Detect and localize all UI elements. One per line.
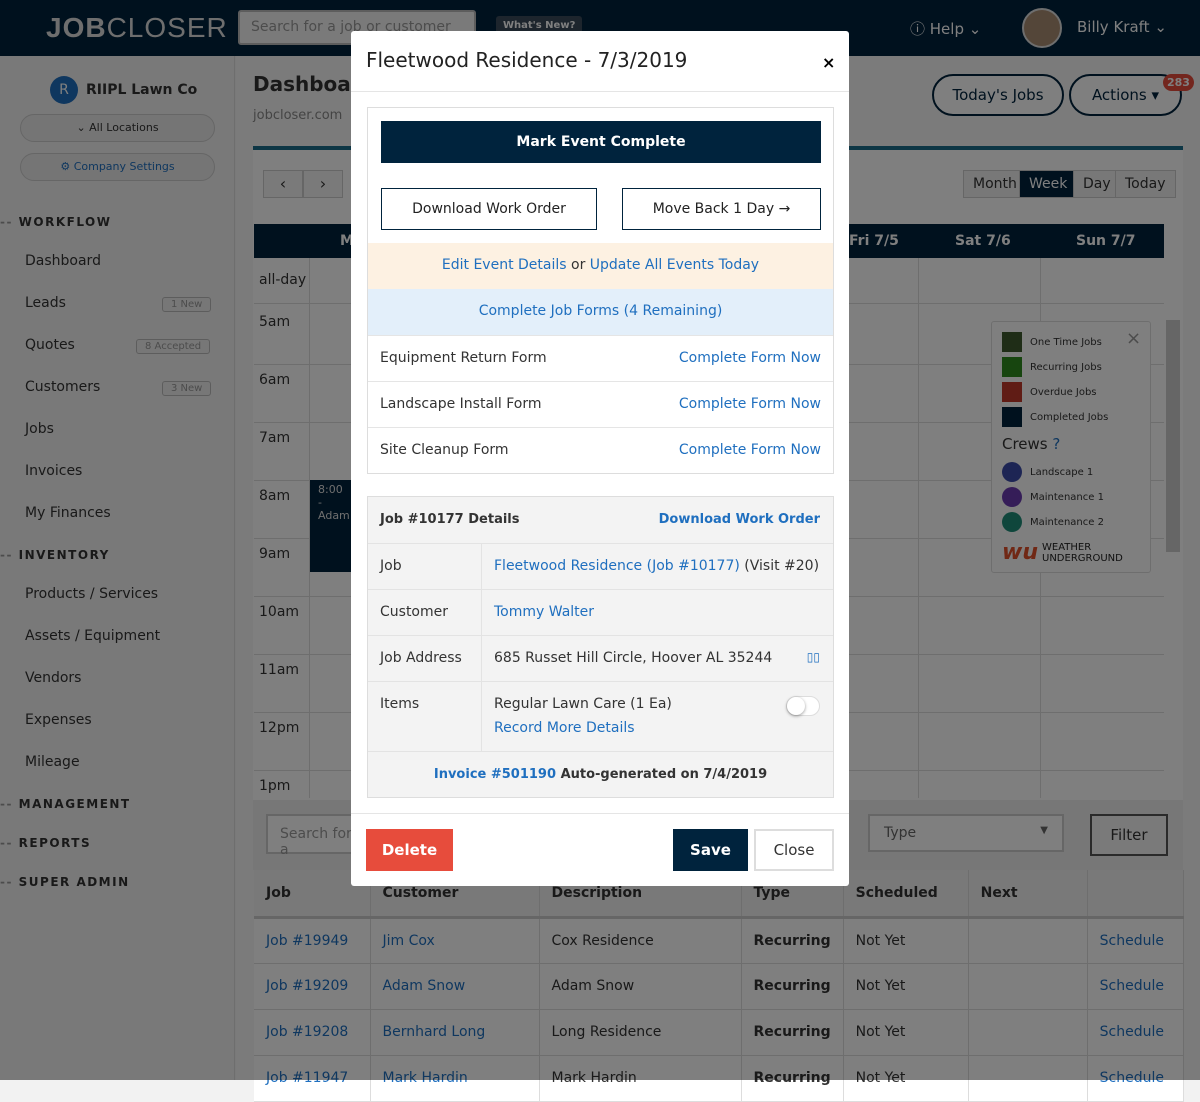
modal-title: Fleetwood Residence - 7/3/2019 xyxy=(366,48,688,72)
close-button[interactable]: Close xyxy=(754,829,834,871)
customer-link[interactable]: Tommy Walter xyxy=(494,604,595,620)
download-work-order-button[interactable]: Download Work Order xyxy=(381,188,597,230)
item-text: Regular Lawn Care (1 Ea) xyxy=(494,696,672,712)
edit-event-link[interactable]: Edit Event Details xyxy=(441,257,567,273)
complete-forms-link[interactable]: Complete Job Forms (4 Remaining) xyxy=(368,289,833,335)
detail-row-customer: Customer Tommy Walter xyxy=(368,589,833,635)
complete-form-link[interactable]: Complete Form Now xyxy=(678,350,821,366)
invoice-link[interactable]: Invoice #501190 xyxy=(433,767,557,782)
detail-label: Items xyxy=(380,696,420,712)
divider xyxy=(351,91,849,92)
form-row: Landscape Install Form Complete Form Now xyxy=(368,381,833,427)
divider xyxy=(351,813,849,814)
detail-row-items: Items Regular Lawn Care (1 Ea) Record More… xyxy=(368,681,833,751)
form-row: Equipment Return Form Complete Form Now xyxy=(368,335,833,381)
complete-form-link[interactable]: Complete Form Now xyxy=(678,442,821,458)
complete-form-link[interactable]: Complete Form Now xyxy=(678,396,821,412)
job-link[interactable]: Fleetwood Residence (Job #10177) xyxy=(494,558,740,574)
map-icon[interactable]: ▯▯ xyxy=(806,650,820,664)
detail-value: Regular Lawn Care (1 Ea) Record More Deta… xyxy=(481,682,833,751)
edit-row: Edit Event Details or Update All Events … xyxy=(368,243,833,289)
form-name: Site Cleanup Form xyxy=(380,442,509,458)
detail-row-address: Job Address 685 Russet Hill Circle, Hoove… xyxy=(368,635,833,681)
visit-number: (Visit #20) xyxy=(744,558,820,574)
detail-label: Job Address xyxy=(380,650,462,666)
details-title: Job #10177 Details xyxy=(380,512,520,527)
event-actions-panel: Mark Event Complete Download Work Order … xyxy=(367,107,834,474)
or-text: or xyxy=(571,257,586,273)
download-work-order-link[interactable]: Download Work Order xyxy=(658,512,820,527)
update-all-link[interactable]: Update All Events Today xyxy=(589,257,760,273)
detail-value: Tommy Walter xyxy=(481,590,833,635)
address-text: 685 Russet Hill Circle, Hoover AL 35244 xyxy=(494,650,773,666)
close-icon[interactable]: × xyxy=(822,53,836,72)
mark-complete-button[interactable]: Mark Event Complete xyxy=(381,121,821,163)
detail-row-job: Job Fleetwood Residence (Job #10177) (Vis… xyxy=(368,543,833,589)
form-row: Site Cleanup Form Complete Form Now xyxy=(368,427,833,473)
detail-label: Customer xyxy=(380,604,449,620)
form-name: Landscape Install Form xyxy=(380,396,542,412)
event-modal: Fleetwood Residence - 7/3/2019 × Mark Ev… xyxy=(351,31,849,886)
move-back-button[interactable]: Move Back 1 Day → xyxy=(622,188,821,230)
delete-button[interactable]: Delete xyxy=(366,829,453,871)
detail-value: Fleetwood Residence (Job #10177) (Visit … xyxy=(481,544,833,589)
save-button[interactable]: Save xyxy=(673,829,748,871)
job-details-panel: Job #10177 Details Download Work Order J… xyxy=(367,496,834,798)
detail-value: 685 Russet Hill Circle, Hoover AL 35244 ▯… xyxy=(481,636,833,681)
form-name: Equipment Return Form xyxy=(380,350,547,366)
detail-label: Job xyxy=(380,558,402,574)
invoice-text: Auto-generated on 7/4/2019 xyxy=(560,767,768,782)
item-complete-toggle[interactable] xyxy=(786,696,820,716)
record-more-link[interactable]: Record More Details xyxy=(494,720,635,736)
invoice-row: Invoice #501190 Auto-generated on 7/4/20… xyxy=(368,751,833,798)
